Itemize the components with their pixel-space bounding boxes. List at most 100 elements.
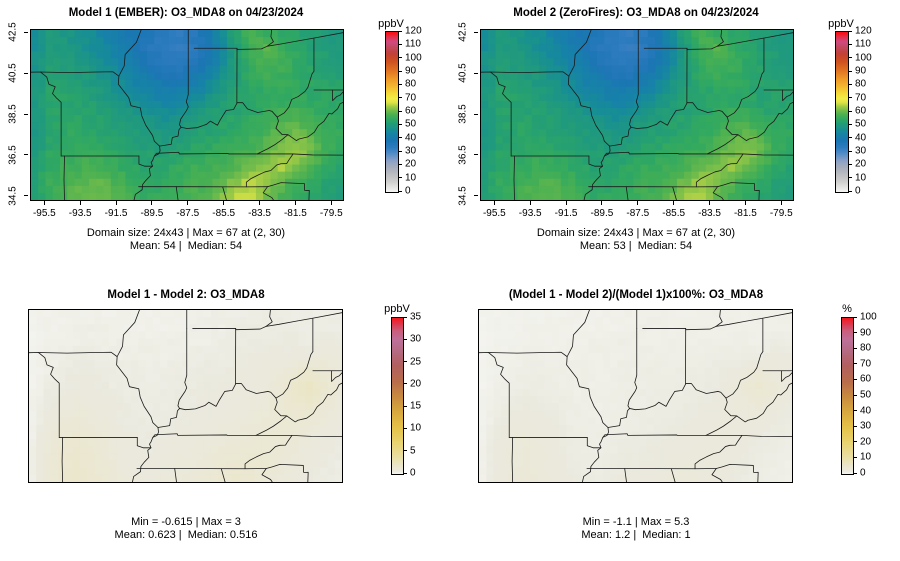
colorbar-model1 bbox=[385, 31, 399, 193]
x-axis-tick-label: -89.5 bbox=[140, 208, 164, 219]
x-axis-tick-label: -95.5 bbox=[32, 208, 56, 219]
x-axis-tick-label: -81.5 bbox=[283, 208, 307, 219]
colorbar-tick-label: 100 bbox=[860, 311, 877, 323]
colorbar-tick-label: 60 bbox=[860, 373, 872, 385]
colorbar-tick-label: 40 bbox=[860, 405, 872, 417]
tick-mark bbox=[398, 83, 402, 85]
tick-mark bbox=[24, 72, 28, 74]
tick-mark bbox=[848, 123, 852, 125]
colorbar-tick-label: 60 bbox=[855, 105, 867, 117]
x-axis-tick-label: -87.5 bbox=[176, 208, 200, 219]
tick-mark bbox=[848, 30, 852, 32]
tick-mark bbox=[398, 163, 402, 165]
colorbar-unit-label: ppbV bbox=[384, 303, 410, 315]
tick-mark bbox=[259, 201, 261, 205]
tick-mark bbox=[709, 201, 711, 205]
tick-mark bbox=[398, 123, 402, 125]
colorbar-tick-label: 120 bbox=[405, 25, 422, 37]
colorbar-tick-label: 110 bbox=[405, 38, 421, 50]
y-axis-tick-label: 34.5 bbox=[457, 186, 469, 206]
tick-mark bbox=[474, 154, 478, 156]
colorbar-tick-label: 90 bbox=[405, 65, 417, 77]
colorbar-tick-label: 40 bbox=[855, 132, 867, 144]
tick-mark bbox=[24, 195, 28, 197]
tick-mark bbox=[474, 113, 478, 115]
colorbar-tick-label: 70 bbox=[405, 92, 417, 104]
panel-model2: Model 2 (ZeroFires): O3_MDA8 on 04/23/20… bbox=[450, 0, 900, 280]
colorbar-tick-label: 120 bbox=[855, 25, 872, 37]
x-axis-tick-label: -85.5 bbox=[662, 208, 686, 219]
y-axis-tick-label: 42.5 bbox=[7, 22, 19, 42]
caption-line2: Mean: 53 | Median: 54 bbox=[579, 239, 693, 252]
heatmap-canvas-model1 bbox=[31, 30, 343, 200]
tick-mark bbox=[529, 201, 531, 205]
tick-mark bbox=[151, 201, 153, 205]
tick-mark bbox=[24, 31, 28, 33]
y-axis-tick-label: 36.5 bbox=[457, 145, 469, 165]
tick-mark bbox=[398, 150, 402, 152]
x-axis-tick-label: -83.5 bbox=[698, 208, 721, 219]
x-axis-tick-label: -91.5 bbox=[104, 208, 128, 219]
tick-mark bbox=[398, 57, 402, 59]
colorbar-tick-label: 0 bbox=[860, 467, 866, 479]
colorbar-tick-label: 80 bbox=[860, 342, 872, 354]
colorbar-unit-label: ppbV bbox=[378, 18, 404, 30]
panel-percent-difference: (Model 1 - Model 2)/(Model 1)x100%: O3_M… bbox=[450, 280, 900, 560]
caption-line1: Domain size: 24x43 | Max = 67 at (2, 30) bbox=[86, 227, 286, 239]
colorbar-strip bbox=[842, 318, 853, 474]
tick-mark bbox=[493, 201, 495, 205]
colorbar-tick-label: 10 bbox=[405, 172, 417, 184]
panel-difference: Model 1 - Model 2: O3_MDA8 Min = -0.615 … bbox=[0, 280, 450, 560]
tick-mark bbox=[474, 31, 478, 33]
tick-mark bbox=[853, 316, 857, 318]
tick-mark bbox=[780, 201, 782, 205]
tick-mark bbox=[403, 427, 407, 429]
colorbar-tick-label: 100 bbox=[405, 52, 422, 64]
tick-mark bbox=[853, 394, 857, 396]
tick-mark bbox=[853, 456, 857, 458]
panel-caption-percent-difference: Min = -1.1 | Max = 5.3 Mean: 1.2 | Median… bbox=[470, 516, 802, 541]
colorbar-percent-difference bbox=[841, 317, 854, 475]
colorbar-tick-label: 30 bbox=[860, 420, 872, 432]
tick-mark bbox=[330, 201, 332, 205]
y-axis-tick-label: 38.5 bbox=[7, 104, 19, 124]
panel-model1: Model 1 (EMBER): O3_MDA8 on 04/23/2024 D… bbox=[0, 0, 450, 280]
map-percent-difference bbox=[478, 309, 793, 483]
tick-mark bbox=[403, 316, 407, 318]
colorbar-tick-label: 5 bbox=[410, 445, 416, 457]
heatmap-canvas-difference bbox=[29, 310, 342, 482]
x-axis-tick-label: -89.5 bbox=[590, 208, 614, 219]
colorbar-tick-label: 0 bbox=[405, 185, 411, 197]
colorbar-tick-label: 100 bbox=[855, 52, 872, 64]
tick-mark bbox=[24, 154, 28, 156]
tick-mark bbox=[848, 43, 852, 45]
colorbar-unit-label: ppbV bbox=[828, 18, 854, 30]
colorbar-tick-label: 10 bbox=[855, 172, 867, 184]
x-axis-tick-label: -93.5 bbox=[518, 208, 542, 219]
tick-mark bbox=[673, 201, 675, 205]
heatmap-canvas-percent-difference bbox=[479, 310, 792, 482]
tick-mark bbox=[223, 201, 225, 205]
colorbar-tick-label: 35 bbox=[410, 311, 422, 323]
colorbar-tick-label: 20 bbox=[855, 158, 867, 170]
tick-mark bbox=[398, 70, 402, 72]
tick-mark bbox=[403, 383, 407, 385]
tick-mark bbox=[601, 201, 603, 205]
panel-caption-model2: Domain size: 24x43 | Max = 67 at (2, 30)… bbox=[470, 227, 802, 252]
caption-line1: Min = -1.1 | Max = 5.3 bbox=[582, 516, 690, 528]
panel-title-model2: Model 2 (ZeroFires): O3_MDA8 on 04/23/20… bbox=[513, 7, 759, 19]
colorbar-tick-label: 15 bbox=[410, 400, 422, 412]
tick-mark bbox=[398, 177, 402, 179]
panel-caption-difference: Min = -0.615 | Max = 3 Mean: 0.623 | Medi… bbox=[20, 516, 352, 541]
x-axis-tick-label: -85.5 bbox=[212, 208, 236, 219]
y-axis-tick-label: 34.5 bbox=[7, 186, 19, 206]
tick-mark bbox=[848, 83, 852, 85]
tick-mark bbox=[187, 201, 189, 205]
tick-mark bbox=[43, 201, 45, 205]
y-axis-tick-label: 38.5 bbox=[457, 104, 469, 124]
tick-mark bbox=[848, 177, 852, 179]
caption-line2: Mean: 0.623 | Median: 0.516 bbox=[114, 528, 258, 541]
colorbar-tick-label: 50 bbox=[405, 118, 417, 130]
colorbar-tick-label: 80 bbox=[855, 78, 867, 90]
panel-caption-model1: Domain size: 24x43 | Max = 67 at (2, 30)… bbox=[20, 227, 352, 252]
